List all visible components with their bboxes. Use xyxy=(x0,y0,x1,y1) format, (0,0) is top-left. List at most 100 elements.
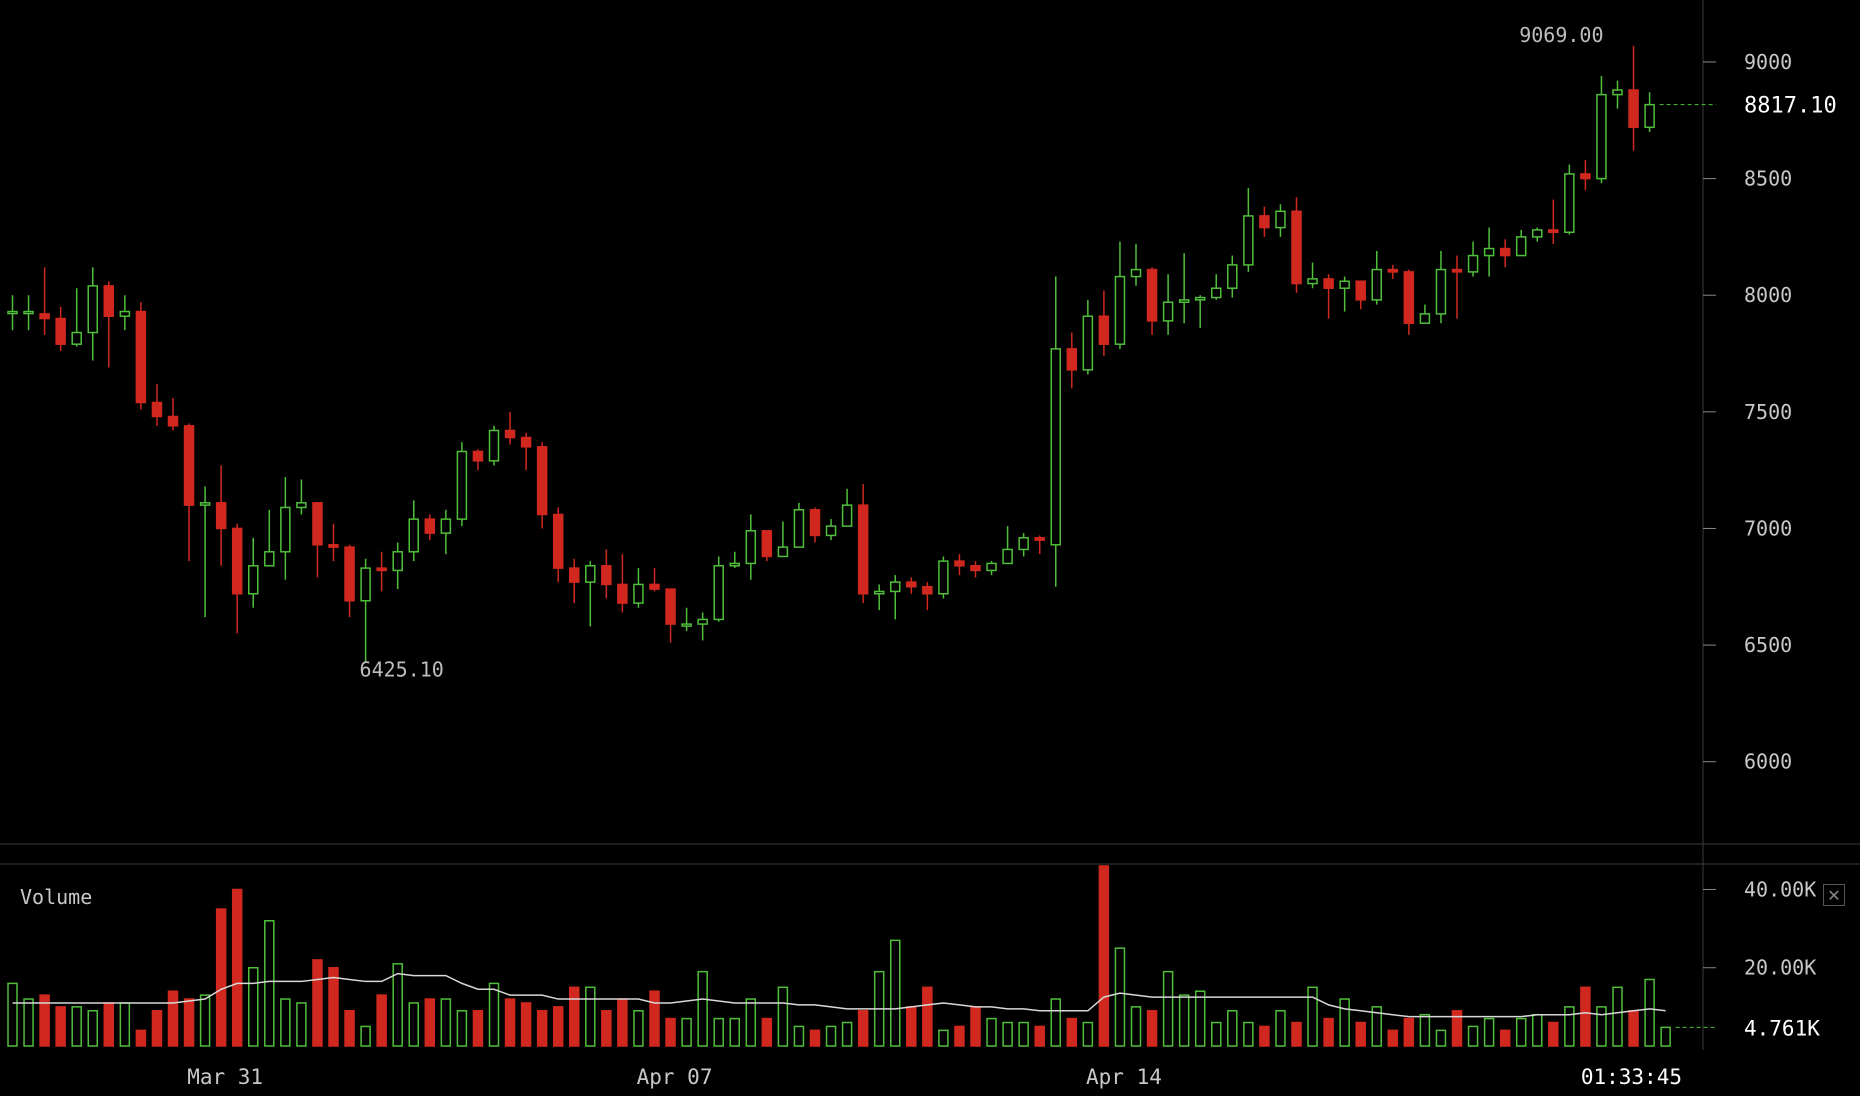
last-volume-label: 4.761K xyxy=(1744,1016,1820,1040)
volume-bar xyxy=(986,1017,997,1047)
volume-bar xyxy=(1435,1029,1447,1047)
price-tick-label: 8500 xyxy=(1744,167,1792,191)
volume-bar xyxy=(312,959,323,1047)
candle xyxy=(1211,274,1222,300)
candle-body xyxy=(296,502,307,509)
volume-bar xyxy=(376,994,387,1047)
volume-bar xyxy=(456,1010,468,1047)
candle xyxy=(1098,290,1110,356)
candle xyxy=(167,397,179,431)
candle-body xyxy=(39,313,50,320)
candle-body xyxy=(55,317,66,345)
candle-body xyxy=(922,586,933,595)
candle xyxy=(890,575,901,620)
candle xyxy=(376,551,387,592)
candle xyxy=(119,295,131,331)
candle xyxy=(71,288,82,347)
candle-body xyxy=(1243,215,1254,266)
candle xyxy=(456,442,468,527)
volume-bar xyxy=(248,966,259,1047)
volume-bar xyxy=(1227,1010,1238,1047)
candle-body xyxy=(183,425,195,506)
candle-body xyxy=(280,506,291,553)
candle-body xyxy=(1130,268,1142,278)
candle-body xyxy=(103,285,115,317)
volume-bar xyxy=(649,990,660,1047)
candle xyxy=(1002,526,1013,565)
price-tick-label: 8000 xyxy=(1744,283,1792,307)
candle-body xyxy=(793,509,805,548)
volume-bar xyxy=(167,990,179,1047)
candle xyxy=(1483,227,1495,277)
candle xyxy=(745,514,757,580)
candle xyxy=(1291,197,1302,293)
volume-bar xyxy=(1178,994,1190,1047)
candle-body xyxy=(1499,247,1511,257)
volume-bar xyxy=(1596,1006,1607,1047)
candle xyxy=(841,488,853,527)
candle-body xyxy=(1451,268,1463,273)
candle xyxy=(520,432,532,471)
candle-body xyxy=(841,504,853,527)
volume-bar xyxy=(199,994,211,1047)
candle xyxy=(55,306,66,352)
volume-bar xyxy=(536,1010,548,1047)
candle xyxy=(488,425,500,466)
candle xyxy=(23,295,34,331)
candle xyxy=(1339,276,1350,312)
volume-bar xyxy=(697,970,708,1047)
candle xyxy=(552,507,564,583)
volume-bar xyxy=(1483,1017,1495,1047)
candle-body xyxy=(1355,280,1366,301)
volume-bar xyxy=(601,1010,612,1047)
candle xyxy=(392,542,403,590)
volume-bar xyxy=(103,1002,115,1047)
candle-body xyxy=(248,565,259,595)
volume-bar xyxy=(1307,986,1318,1047)
candle-body xyxy=(1050,348,1061,546)
time-axis: Mar 31 Apr 07 Apr 14 xyxy=(187,1065,1162,1089)
volume-bar xyxy=(1660,1026,1671,1047)
volume-bar xyxy=(1451,1010,1463,1047)
candle xyxy=(1515,229,1527,257)
candle xyxy=(1275,204,1286,237)
candle xyxy=(1082,299,1094,375)
candle-body xyxy=(1323,278,1334,289)
close-volume-panel-button[interactable]: ✕ xyxy=(1823,884,1845,906)
volume-moving-average-line xyxy=(12,972,1666,1018)
volume-bar xyxy=(360,1025,371,1047)
candle-body xyxy=(890,581,901,593)
candle-body xyxy=(1387,268,1399,273)
volume-bar xyxy=(296,1002,307,1047)
volume-bar xyxy=(231,888,243,1047)
candle xyxy=(440,509,452,555)
candle-body xyxy=(633,583,644,604)
candle-body xyxy=(1612,89,1623,96)
candle xyxy=(87,267,98,361)
candle-body xyxy=(1227,264,1238,289)
candle-body xyxy=(456,450,468,520)
candle xyxy=(231,523,243,634)
candle-body xyxy=(745,530,757,565)
volume-bar xyxy=(504,998,516,1047)
price-tick-label: 9000 xyxy=(1744,50,1792,74)
volume-bar xyxy=(55,1006,66,1047)
volume-bar xyxy=(617,998,628,1047)
candle-body xyxy=(1644,103,1655,129)
candle-body xyxy=(392,551,403,572)
candle xyxy=(215,465,227,566)
volume-bar xyxy=(1323,1017,1334,1047)
volume-bar xyxy=(488,982,500,1047)
frame xyxy=(0,0,1860,1050)
low-price-label: 6425.10 xyxy=(360,658,444,682)
candle-body xyxy=(649,583,660,590)
candle xyxy=(1644,92,1655,132)
candle xyxy=(601,549,612,599)
candle-body xyxy=(1211,287,1222,299)
volume-bar xyxy=(1291,1021,1302,1047)
volume-bar xyxy=(135,1029,147,1047)
candle xyxy=(151,383,163,426)
candle-body xyxy=(729,562,740,567)
price-tick-label: 6500 xyxy=(1744,633,1792,657)
